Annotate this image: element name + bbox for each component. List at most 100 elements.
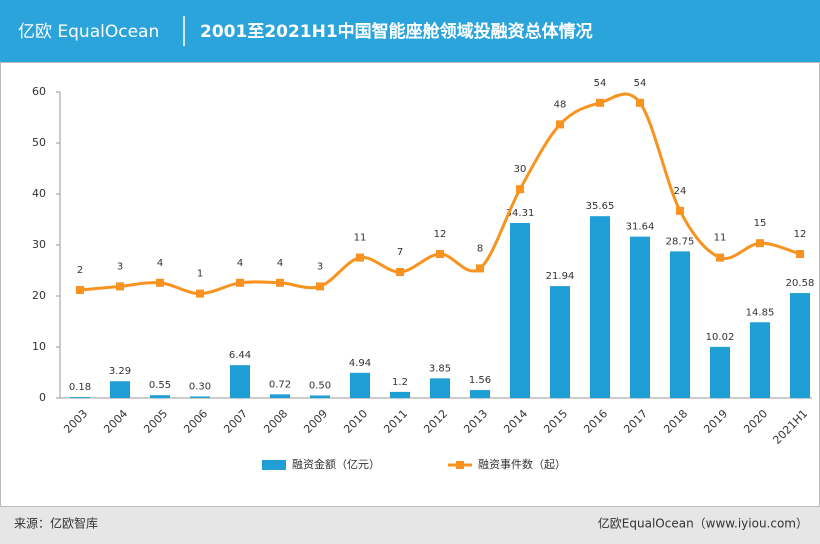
line-marker bbox=[116, 282, 124, 291]
x-tick-label: 2008 bbox=[261, 407, 290, 436]
line-marker bbox=[476, 264, 484, 273]
line-label: 1 bbox=[197, 269, 203, 280]
bar-label: 0.72 bbox=[269, 379, 291, 390]
line-label: 48 bbox=[554, 99, 567, 110]
footer-bar bbox=[0, 507, 820, 544]
bar-label: 3.85 bbox=[429, 363, 451, 374]
bar-label: 1.56 bbox=[469, 375, 491, 386]
line-label: 12 bbox=[794, 229, 807, 240]
x-tick-label: 2003 bbox=[61, 407, 90, 436]
line-label: 3 bbox=[117, 261, 123, 272]
bar bbox=[110, 381, 130, 398]
bar-label: 0.55 bbox=[149, 380, 171, 391]
bar bbox=[550, 286, 570, 398]
y-tick-label: 20 bbox=[32, 289, 46, 302]
line-label: 30 bbox=[514, 164, 527, 175]
x-tick-label: 2010 bbox=[341, 407, 370, 436]
line-marker bbox=[516, 185, 524, 194]
bar bbox=[150, 395, 170, 398]
line-marker bbox=[596, 98, 604, 107]
line-label: 4 bbox=[277, 258, 283, 269]
y-tick-label: 50 bbox=[32, 136, 46, 149]
line-marker bbox=[236, 278, 244, 287]
legend-label: 融资金额（亿元） bbox=[292, 457, 380, 471]
bar-label: 6.44 bbox=[229, 350, 251, 361]
legend-label: 融资事件数（起） bbox=[478, 458, 566, 471]
x-tick-label: 2014 bbox=[501, 407, 530, 436]
bar-label: 3.29 bbox=[109, 366, 131, 377]
bar-label: 0.30 bbox=[189, 381, 211, 392]
bar-label: 14.85 bbox=[746, 307, 775, 318]
y-tick-label: 10 bbox=[32, 340, 46, 353]
bar bbox=[790, 293, 810, 398]
x-tick-label: 2006 bbox=[181, 407, 210, 436]
y-tick-label: 0 bbox=[39, 391, 46, 404]
legend-marker bbox=[456, 461, 464, 469]
bar-label: 21.94 bbox=[546, 271, 575, 282]
line-marker bbox=[716, 253, 724, 262]
bar bbox=[470, 390, 490, 398]
line-marker bbox=[276, 278, 284, 287]
credit: 亿欧EqualOcean（www.iyiou.com） bbox=[598, 516, 808, 531]
bar-label: 0.18 bbox=[69, 382, 91, 393]
bar-label: 35.65 bbox=[586, 201, 615, 212]
x-tick-label: 2012 bbox=[421, 407, 450, 436]
line-label: 3 bbox=[317, 261, 323, 272]
x-tick-label: 2013 bbox=[461, 407, 490, 436]
line-marker bbox=[796, 250, 804, 258]
y-tick-label: 60 bbox=[32, 85, 46, 98]
legend-swatch bbox=[262, 460, 286, 470]
line-marker bbox=[356, 253, 364, 262]
x-tick-label: 2005 bbox=[141, 407, 170, 436]
line-label: 4 bbox=[237, 258, 243, 269]
x-tick-label: 2009 bbox=[301, 407, 330, 436]
bar bbox=[310, 395, 330, 398]
y-tick-label: 30 bbox=[32, 238, 46, 251]
bar-label: 34.31 bbox=[506, 208, 535, 219]
bar-label: 20.58 bbox=[786, 278, 815, 289]
line-marker bbox=[396, 268, 404, 276]
line-label: 11 bbox=[354, 233, 367, 244]
logo: 亿欧 EqualOcean bbox=[18, 22, 159, 42]
bar-label: 31.64 bbox=[626, 222, 655, 233]
line-label: 15 bbox=[754, 218, 767, 229]
line-label: 2 bbox=[77, 265, 83, 276]
bar-label: 28.75 bbox=[666, 236, 695, 247]
bar bbox=[710, 346, 730, 398]
bar bbox=[510, 223, 530, 398]
line-label: 8 bbox=[477, 243, 483, 254]
bar bbox=[590, 216, 610, 398]
line-marker bbox=[76, 286, 84, 294]
bar bbox=[390, 391, 410, 398]
bar-label: 4.94 bbox=[349, 358, 371, 369]
line-marker bbox=[156, 278, 164, 287]
x-tick-label: 2011 bbox=[381, 407, 410, 436]
bar bbox=[230, 365, 250, 398]
x-tick-label: 2019 bbox=[701, 407, 730, 436]
line-label: 4 bbox=[157, 258, 163, 269]
line-label: 7 bbox=[397, 247, 403, 258]
bar bbox=[270, 394, 290, 398]
line-marker bbox=[436, 250, 444, 258]
bar bbox=[750, 322, 770, 398]
x-tick-label: 2020 bbox=[741, 407, 770, 436]
line-label: 54 bbox=[634, 78, 647, 89]
bar bbox=[670, 251, 690, 398]
line-marker bbox=[196, 289, 204, 298]
source: 来源：亿欧智库 bbox=[14, 516, 98, 531]
y-tick-label: 40 bbox=[32, 187, 46, 200]
line-marker bbox=[636, 98, 644, 107]
x-tick-label: 2021H1 bbox=[770, 407, 810, 447]
chart-title: 2001至2021H1中国智能座舱领域投融资总体情况 bbox=[200, 21, 593, 42]
line-marker bbox=[676, 206, 684, 215]
line-label: 11 bbox=[714, 233, 727, 244]
x-tick-label: 2007 bbox=[221, 407, 250, 436]
x-tick-label: 2004 bbox=[101, 407, 130, 436]
line-marker bbox=[316, 282, 324, 291]
bar-label: 10.02 bbox=[706, 332, 735, 343]
x-tick-label: 2015 bbox=[541, 407, 570, 436]
line-label: 24 bbox=[674, 186, 687, 197]
line-label: 54 bbox=[594, 78, 607, 89]
